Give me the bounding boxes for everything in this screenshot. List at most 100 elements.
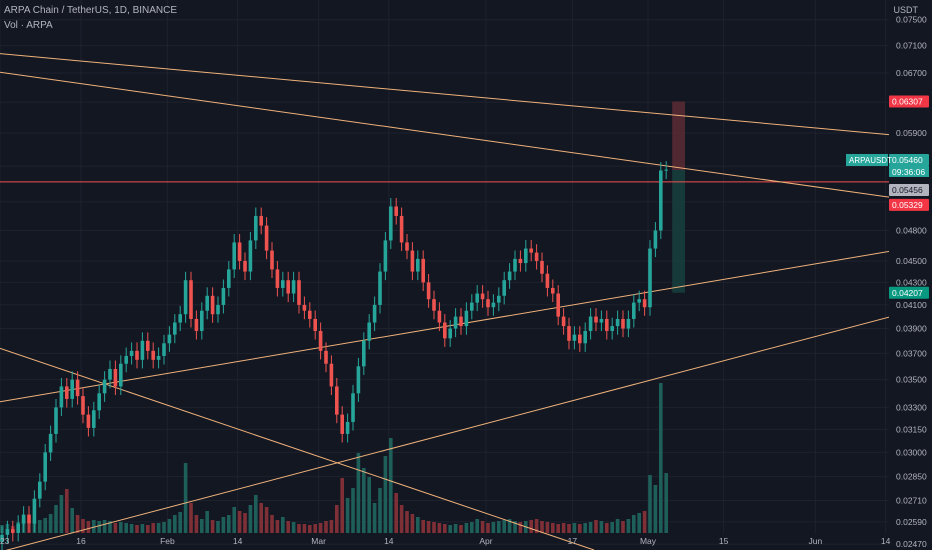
volume-bar bbox=[556, 524, 560, 533]
volume-bar bbox=[173, 515, 177, 533]
candle bbox=[637, 299, 641, 303]
volume-bar bbox=[124, 523, 128, 533]
volume-bar bbox=[146, 525, 150, 533]
time-tick-label: Jun bbox=[809, 536, 823, 546]
price-tick-label: 0.02590 bbox=[896, 517, 927, 527]
candle bbox=[183, 280, 188, 315]
candle bbox=[151, 350, 155, 360]
candle bbox=[394, 206, 398, 216]
volume-bar bbox=[227, 515, 231, 533]
volume-bar bbox=[621, 521, 625, 533]
candle bbox=[200, 310, 204, 331]
volume-bar bbox=[75, 515, 80, 533]
price-unit: USDT bbox=[893, 5, 919, 15]
volume-bar bbox=[464, 523, 469, 533]
volume-bar bbox=[453, 524, 458, 533]
volume-bar bbox=[432, 522, 436, 533]
candle bbox=[437, 310, 442, 323]
candle bbox=[588, 316, 593, 331]
candle bbox=[453, 316, 458, 329]
volume-bar bbox=[421, 520, 425, 533]
volume-bar bbox=[378, 488, 382, 533]
volume-bar bbox=[221, 517, 226, 533]
candle bbox=[642, 299, 647, 308]
target-price-badge-bg bbox=[889, 95, 929, 108]
volume-bar bbox=[394, 493, 398, 533]
time-tick-label: 14 bbox=[384, 536, 394, 546]
volume-bar bbox=[437, 523, 442, 533]
candle bbox=[0, 534, 4, 542]
volume-bar bbox=[513, 521, 517, 533]
candle bbox=[329, 363, 334, 387]
candle bbox=[135, 350, 139, 360]
candle bbox=[659, 170, 663, 231]
volume-bar bbox=[642, 511, 647, 533]
candle bbox=[59, 386, 64, 408]
time-tick-label: May bbox=[640, 536, 657, 546]
volume-bar bbox=[135, 525, 139, 533]
price-tick-label: 0.03000 bbox=[896, 447, 927, 457]
volume-bar bbox=[237, 511, 242, 533]
volume-bar bbox=[194, 515, 199, 533]
candle bbox=[194, 318, 199, 331]
candle bbox=[653, 230, 658, 249]
candle bbox=[173, 322, 177, 335]
volume-bar bbox=[335, 505, 339, 533]
volume-bar bbox=[275, 520, 280, 533]
candle bbox=[286, 280, 290, 294]
chart-title: ARPA Chain / TetherUS, 1D, BINANCE bbox=[4, 5, 178, 16]
time-tick-label: 17 bbox=[568, 536, 578, 546]
candle bbox=[615, 318, 620, 327]
price-axis: 0.075000.071000.067000.063000.059000.055… bbox=[889, 0, 932, 550]
candle bbox=[205, 295, 209, 311]
candle bbox=[216, 304, 220, 315]
time-tick-label: Apr bbox=[479, 536, 492, 546]
candle bbox=[243, 260, 247, 272]
volume-bar bbox=[65, 489, 69, 533]
volume-bar bbox=[410, 514, 415, 533]
volume-bar bbox=[189, 503, 193, 533]
volume-bar bbox=[594, 520, 598, 533]
volume-bar bbox=[243, 513, 247, 533]
volume-bar bbox=[345, 498, 350, 533]
volume-bar bbox=[259, 503, 263, 533]
candle bbox=[567, 326, 571, 341]
volume-bar bbox=[480, 521, 485, 533]
candle bbox=[464, 310, 469, 327]
volume-bar bbox=[383, 456, 388, 533]
volume-bar bbox=[210, 520, 215, 533]
volume-bar bbox=[648, 475, 652, 533]
candle bbox=[281, 280, 285, 288]
volume-bar bbox=[162, 522, 166, 533]
volume-bar bbox=[583, 523, 587, 533]
candle bbox=[140, 340, 145, 360]
candle bbox=[459, 316, 463, 327]
candle bbox=[275, 269, 280, 288]
volume-bar bbox=[232, 507, 236, 533]
candle bbox=[38, 481, 42, 499]
candle bbox=[632, 302, 636, 319]
volume-bar bbox=[313, 524, 317, 533]
volume-bar bbox=[529, 520, 533, 533]
volume-bar bbox=[475, 519, 479, 533]
candle bbox=[405, 242, 409, 251]
candle bbox=[129, 350, 134, 356]
candle bbox=[351, 393, 355, 422]
candle bbox=[513, 258, 517, 272]
trendline bbox=[0, 71, 932, 204]
volume-bar bbox=[59, 495, 64, 533]
candle bbox=[524, 248, 528, 264]
volume-bar bbox=[351, 488, 355, 533]
price-tick-label: 0.04800 bbox=[896, 225, 927, 235]
volume-bar bbox=[372, 503, 377, 533]
candle bbox=[11, 529, 15, 533]
target-price-badge: 0.06307 bbox=[892, 97, 923, 107]
time-axis: 202316Feb14Mar14Apr17May15Jun14Jul17Aug bbox=[0, 536, 891, 546]
candle bbox=[221, 287, 226, 305]
last-price-badge-bg bbox=[889, 153, 929, 166]
candle bbox=[70, 379, 74, 399]
price-tick-label: 0.03900 bbox=[896, 324, 927, 334]
target-zone bbox=[672, 101, 685, 170]
volume-bar bbox=[270, 515, 274, 533]
